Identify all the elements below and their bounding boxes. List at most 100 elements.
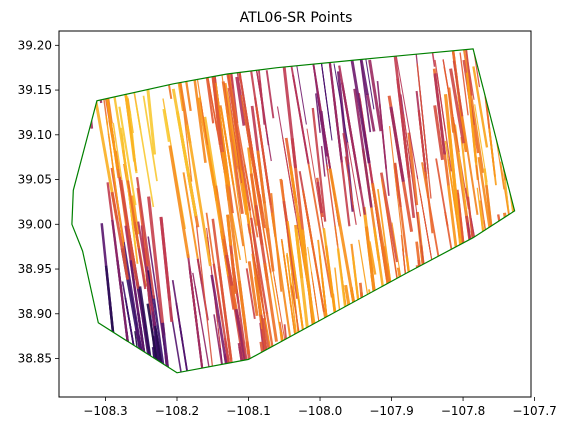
track-point (517, 106, 538, 228)
track-point (556, 349, 564, 397)
track-point (374, 291, 387, 397)
track-point (535, 173, 542, 222)
track-point (279, 385, 281, 397)
track-point (383, 288, 399, 397)
track-point (133, 386, 134, 397)
track-point (475, 351, 480, 397)
track-point (500, 59, 507, 115)
track-point (274, 378, 277, 397)
track-point (338, 342, 343, 390)
track-point (475, 332, 482, 397)
track-point (489, 39, 505, 180)
track-point (531, 278, 545, 364)
track-point (492, 334, 499, 375)
track-point (210, 392, 211, 397)
track-point (429, 322, 437, 397)
track-point (516, 62, 519, 93)
track-point (509, 239, 531, 387)
track-point (411, 319, 420, 374)
track-point (338, 391, 339, 398)
track-point (484, 265, 493, 315)
track-point (162, 41, 172, 99)
track-point (540, 132, 549, 183)
track-point (543, 358, 548, 397)
track-point (471, 228, 484, 343)
y-tick-label: 38.85 (18, 352, 52, 366)
track-point (521, 132, 527, 186)
track-point (270, 384, 272, 397)
track-point (354, 380, 356, 397)
track-point (421, 381, 424, 397)
track-point (319, 324, 329, 389)
track-point (417, 265, 436, 379)
track-point (535, 239, 557, 374)
track-point (463, 247, 469, 305)
track-point (406, 290, 423, 397)
track-point (463, 266, 471, 347)
track-point (341, 351, 349, 397)
track-point (543, 228, 548, 260)
track-point (506, 159, 516, 229)
track-point (465, 264, 478, 379)
track-point (533, 81, 549, 171)
track-point (164, 109, 169, 142)
track-point (369, 289, 379, 347)
track-point (389, 293, 400, 397)
track-point (429, 301, 442, 397)
track-point (216, 186, 225, 240)
track-point (516, 210, 521, 242)
track-point (540, 296, 550, 397)
track-point (498, 214, 512, 298)
track-point (483, 45, 497, 134)
track-point (517, 198, 522, 237)
track-point (378, 189, 392, 294)
track-point (506, 48, 520, 146)
track-point (456, 274, 470, 359)
track-point (230, 373, 233, 397)
track-point (485, 346, 491, 397)
track-point (398, 268, 413, 350)
track-point (512, 338, 521, 397)
track-point (400, 299, 410, 367)
track-point (424, 306, 439, 397)
track-point (180, 326, 191, 397)
track-point (335, 268, 346, 365)
track-point (464, 325, 476, 397)
track-point (84, 56, 92, 129)
track-point (225, 388, 227, 397)
y-tick-label: 39.15 (18, 83, 52, 97)
track-point (106, 266, 115, 357)
track-point (493, 355, 500, 397)
track-point (371, 380, 373, 397)
track-point (531, 281, 549, 397)
track-point (376, 310, 387, 398)
track-point (474, 334, 483, 397)
y-tick-label: 39.10 (18, 128, 52, 142)
track-point (246, 387, 248, 397)
track-point (534, 228, 539, 258)
track-point (483, 343, 490, 397)
track-point (163, 384, 165, 397)
track-point (530, 40, 543, 122)
track-point (485, 382, 488, 397)
x-axis: −108.3−108.2−108.1−108.0−107.9−107.8−107… (83, 397, 557, 418)
track-point (523, 34, 548, 176)
track-point (272, 349, 276, 384)
track-point (511, 230, 533, 373)
track-point (517, 365, 521, 397)
track-point (494, 290, 498, 321)
x-tick-label: −108.1 (226, 404, 270, 418)
track-point (281, 332, 289, 397)
track-point (352, 287, 367, 397)
track-point (311, 362, 315, 397)
track-point (537, 100, 552, 184)
track-point (506, 333, 516, 397)
track-point (352, 290, 371, 397)
track-point (474, 320, 482, 397)
track-point (453, 341, 461, 397)
track-point (483, 235, 498, 353)
track-point (406, 326, 415, 397)
track-point (152, 387, 153, 397)
track-point (474, 329, 480, 371)
track-point (529, 203, 539, 300)
